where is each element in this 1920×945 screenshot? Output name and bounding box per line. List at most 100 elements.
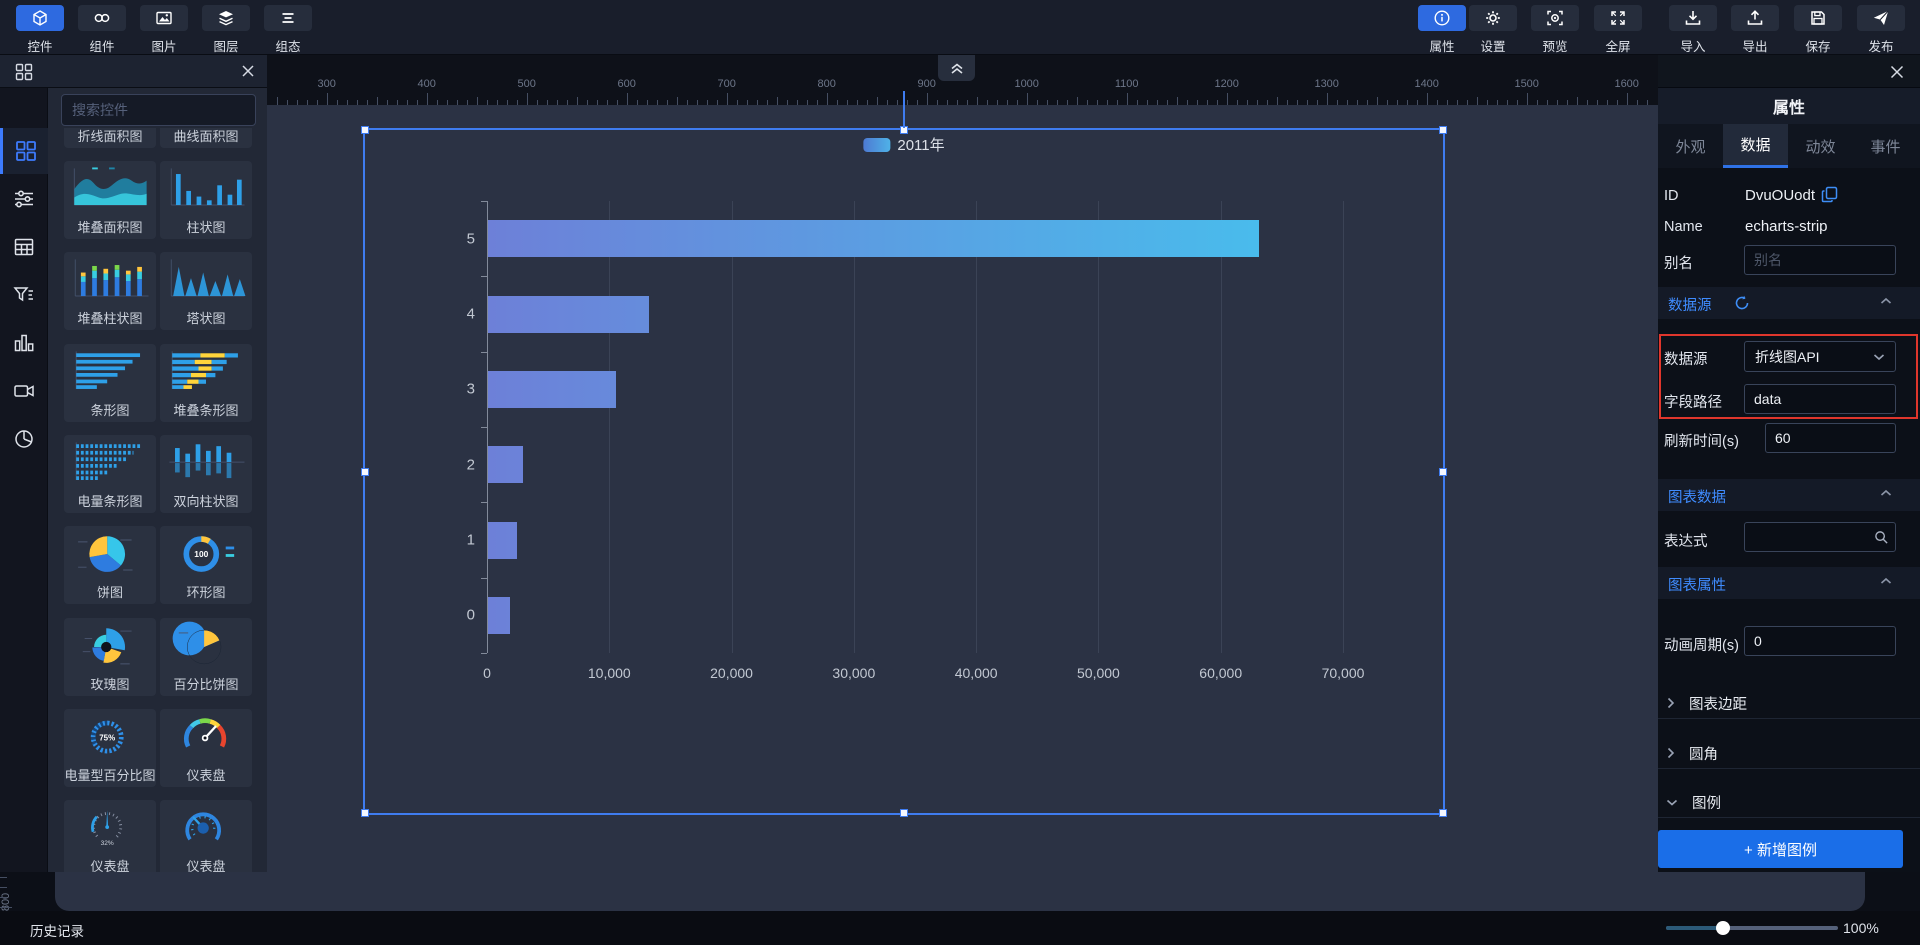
- selection-handle[interactable]: [361, 126, 369, 134]
- datasource-select[interactable]: 折线图API: [1744, 341, 1896, 372]
- widget-tile-gauge-blue[interactable]: 仪表盘: [160, 800, 252, 872]
- widget-tile-pct-pie[interactable]: 百分比饼图: [160, 617, 252, 696]
- widget-tile-stacked-area[interactable]: 堆叠面积图: [64, 161, 156, 239]
- tab-appearance[interactable]: 外观: [1675, 138, 1706, 156]
- toolbar-left-button-1[interactable]: [78, 5, 126, 31]
- chart-margins-row[interactable]: 图表边距: [1658, 688, 1903, 718]
- zoom-level: 100%: [1843, 920, 1879, 936]
- widget-tile-tower[interactable]: 塔状图: [160, 252, 252, 331]
- y-axis-tick: [481, 577, 487, 579]
- x-axis-label: 40,000: [954, 665, 998, 681]
- ruler-tick: [1266, 100, 1268, 105]
- widget-tile-hbar[interactable]: 条形图: [64, 343, 156, 422]
- ruler-tick: [856, 100, 858, 105]
- gauge-color-thumbnail: [160, 709, 252, 767]
- widget-tile-battery-pct[interactable]: 75% 电量型百分比图: [64, 708, 156, 787]
- widget-tile-bidir-bar[interactable]: 双向柱状图: [160, 434, 252, 513]
- rail-item-sliders[interactable]: [0, 176, 48, 222]
- widget-tile-stacked-hbar[interactable]: 堆叠条形图: [160, 343, 252, 422]
- y-axis-tick: [481, 351, 487, 353]
- rail-item-video[interactable]: [0, 368, 48, 414]
- stacked-area-thumbnail: [64, 161, 156, 219]
- datasource-section-header[interactable]: 数据源: [1658, 287, 1920, 319]
- chart-data-section-title: 图表数据: [1668, 490, 1726, 506]
- toolbar-right-button-2[interactable]: [1531, 5, 1579, 31]
- selection-handle[interactable]: [900, 809, 908, 817]
- rail-item-table[interactable]: [0, 224, 48, 270]
- link-icon: [94, 13, 110, 23]
- ruler-tick: [396, 100, 398, 105]
- toolbar-right-button-1[interactable]: [1469, 5, 1517, 31]
- alias-input[interactable]: [1744, 245, 1896, 275]
- widget-tile-battery-hbar[interactable]: 电量条形图: [64, 434, 156, 513]
- search-input[interactable]: [62, 102, 263, 118]
- tab-animation[interactable]: 动效: [1805, 138, 1836, 156]
- widget-tile-gauge-tick[interactable]: 32% 仪表盘: [64, 800, 156, 872]
- chart-props-section-header[interactable]: 图表属性: [1658, 567, 1920, 599]
- widget-tile-rose[interactable]: 玫瑰图: [64, 617, 156, 696]
- close-sidebar-icon[interactable]: [240, 63, 256, 79]
- toolbar-right-button-4[interactable]: [1669, 5, 1717, 31]
- rail-item-funnel[interactable]: [0, 272, 48, 318]
- widget-tile-ring[interactable]: 100 环形图: [160, 526, 252, 605]
- y-axis-label: 5: [466, 230, 475, 248]
- chevron-up-icon[interactable]: [1880, 577, 1892, 585]
- ruler-tick: [0, 887, 7, 888]
- expression-input[interactable]: [1744, 522, 1896, 552]
- field-path-input[interactable]: [1744, 384, 1896, 414]
- ruler-tick: [776, 97, 778, 105]
- toolbar-left-button-2[interactable]: [140, 5, 188, 31]
- refresh-time-input[interactable]: [1765, 423, 1896, 453]
- gauge-tick-thumbnail: 32%: [64, 800, 156, 858]
- ring-thumbnail: 100: [160, 526, 252, 584]
- widget-tile-bar[interactable]: 柱状图: [160, 161, 252, 239]
- toolbar-right-button-3[interactable]: [1594, 5, 1642, 31]
- zoom-slider-thumb[interactable]: [1716, 921, 1730, 935]
- tab-data[interactable]: 数据: [1723, 124, 1788, 168]
- ruler-tick: [836, 100, 838, 105]
- rail-item-widgets[interactable]: [0, 128, 48, 174]
- toolbar-right-button-7[interactable]: [1857, 5, 1905, 31]
- rail-item-bar-chart[interactable]: [0, 320, 48, 366]
- chart-data-section-header[interactable]: 图表数据: [1658, 479, 1920, 511]
- close-panel-icon[interactable]: [1888, 63, 1906, 81]
- toolbar-left-button-0[interactable]: [16, 5, 64, 31]
- toolbar-right-button-6[interactable]: [1794, 5, 1842, 31]
- selection-handle[interactable]: [1439, 467, 1447, 476]
- pct-pie-thumbnail: [160, 618, 252, 676]
- toolbar-left-button-3[interactable]: [202, 5, 250, 31]
- chart-legend[interactable]: 2011年: [863, 134, 945, 155]
- ruler-tick: [516, 100, 518, 105]
- ruler-tick: [616, 100, 618, 105]
- add-legend-button[interactable]: + 新增图例: [1658, 830, 1903, 868]
- widget-tile-pie[interactable]: 饼图: [64, 526, 156, 605]
- chevron-up-icon[interactable]: [1880, 297, 1892, 305]
- ruler-tick: [426, 93, 428, 105]
- tab-events[interactable]: 事件: [1870, 138, 1901, 156]
- ruler-tick: [1036, 100, 1038, 105]
- expression-search-icon[interactable]: [1874, 530, 1889, 545]
- anim-period-input[interactable]: [1744, 626, 1896, 656]
- selection-handle[interactable]: [361, 809, 369, 817]
- copy-id-icon[interactable]: [1821, 186, 1838, 203]
- ruler-tick: [1066, 100, 1068, 105]
- toolbar-label: 组件: [89, 40, 115, 54]
- selection-handle[interactable]: [1439, 809, 1447, 817]
- chart-component[interactable]: 2011年 0 10,000 20,000 30,000 40,000 50,000 60,…: [363, 128, 1445, 815]
- widget-tile-gauge-color[interactable]: 仪表盘: [160, 708, 252, 787]
- toolbar-left-button-4[interactable]: [264, 5, 312, 31]
- legend-row[interactable]: 图例: [1658, 787, 1903, 817]
- rail-item-pie-chart[interactable]: [0, 416, 48, 462]
- toolbar-right-button-0[interactable]: [1418, 5, 1466, 31]
- zoom-slider[interactable]: [1666, 921, 1838, 935]
- history-button[interactable]: 历史记录: [30, 924, 84, 939]
- ruler-tick: [746, 100, 748, 105]
- selection-handle[interactable]: [361, 467, 369, 476]
- refresh-icon[interactable]: [1734, 295, 1750, 311]
- widget-tile-stacked-bar[interactable]: 堆叠柱状图: [64, 252, 156, 331]
- toolbar-right-button-5[interactable]: [1731, 5, 1779, 31]
- collapse-panel-button[interactable]: [938, 55, 975, 81]
- selection-handle[interactable]: [1439, 126, 1447, 134]
- chevron-up-icon[interactable]: [1880, 489, 1892, 497]
- corner-radius-row[interactable]: 圆角: [1658, 738, 1903, 768]
